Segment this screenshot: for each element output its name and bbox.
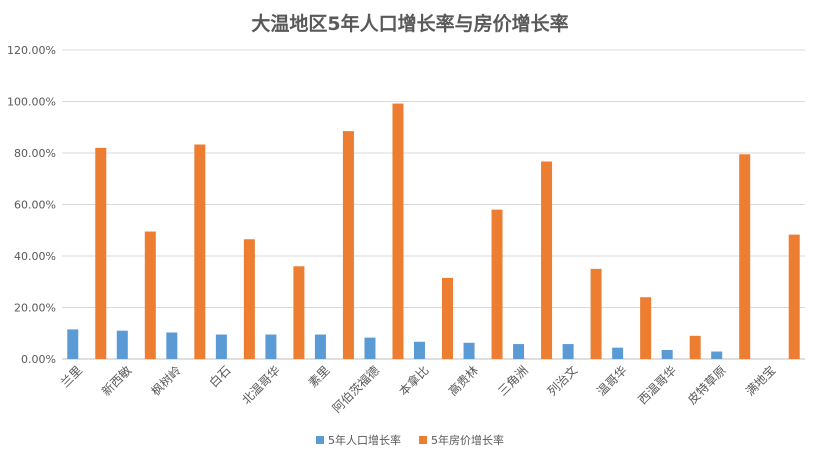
legend-item-population: 5年人口增长率: [316, 432, 401, 448]
legend-label-price: 5年房价增长率: [431, 434, 504, 447]
x-tick-label: 兰里: [58, 363, 85, 390]
x-tick-label: 白石: [206, 363, 234, 391]
x-tick-label: 素里: [306, 363, 333, 390]
bar-population: [463, 342, 475, 359]
x-tick-label: 高贵林: [445, 363, 481, 399]
bar-population: [314, 334, 326, 359]
x-tick-label: 西温哥华: [635, 363, 679, 407]
x-tick-label: 温哥华: [594, 363, 629, 398]
bar-population: [414, 341, 425, 359]
legend-swatch-price: [419, 436, 427, 444]
x-tick-label: 列治文: [544, 363, 580, 399]
x-tick-label: 满地宝: [743, 363, 778, 398]
x-tick-label: 皮特草原: [684, 363, 729, 408]
bar-price: [689, 335, 701, 359]
legend-label-population: 5年人口增长率: [328, 434, 401, 447]
y-tick-label: 100.00%: [7, 96, 56, 109]
bar-price: [95, 147, 107, 359]
bar-population: [661, 349, 673, 359]
bar-population: [364, 337, 376, 359]
bar-price: [194, 144, 206, 359]
y-tick-label: 60.00%: [14, 199, 56, 212]
x-tick-label: 北温哥华: [239, 363, 283, 407]
y-tick-label: 0.00%: [21, 353, 56, 366]
legend-swatch-population: [316, 436, 324, 444]
bar-population: [513, 344, 525, 359]
x-tick-label: 枫树岭: [148, 363, 184, 399]
x-tick-label: 阿伯茨福德: [329, 363, 382, 416]
y-tick-label: 80.00%: [14, 147, 56, 160]
bar-price: [243, 239, 255, 359]
bar-price: [293, 266, 305, 359]
bar-price: [491, 209, 503, 359]
bar-population: [711, 351, 723, 359]
x-tick-label: 新西敏: [98, 363, 134, 399]
y-tick-label: 20.00%: [14, 302, 56, 315]
bar-price: [342, 131, 354, 359]
bar-price: [590, 268, 602, 359]
bar-price: [144, 231, 156, 359]
chart-title: 大温地区5年人口增长率与房价增长率: [251, 13, 569, 35]
bar-population: [265, 334, 277, 359]
bar-price: [442, 277, 453, 359]
bar-price: [739, 154, 751, 359]
y-tick-label: 120.00%: [7, 44, 56, 57]
bar-price: [541, 161, 553, 359]
bar-population: [562, 344, 574, 359]
bar-price: [640, 297, 652, 359]
bar-population: [67, 329, 79, 359]
bar-price: [788, 234, 800, 359]
legend: 5年人口增长率 5年房价增长率: [0, 432, 820, 448]
bar-price: [392, 103, 404, 359]
bar-population: [215, 334, 227, 359]
bar-population: [612, 347, 624, 359]
x-tick-label: 三角洲: [495, 363, 530, 398]
y-tick-label: 40.00%: [14, 250, 56, 263]
legend-item-price: 5年房价增长率: [419, 432, 504, 448]
bar-population: [166, 332, 178, 359]
x-tick-label: 本拿比: [396, 363, 432, 399]
bar-population: [116, 330, 128, 359]
